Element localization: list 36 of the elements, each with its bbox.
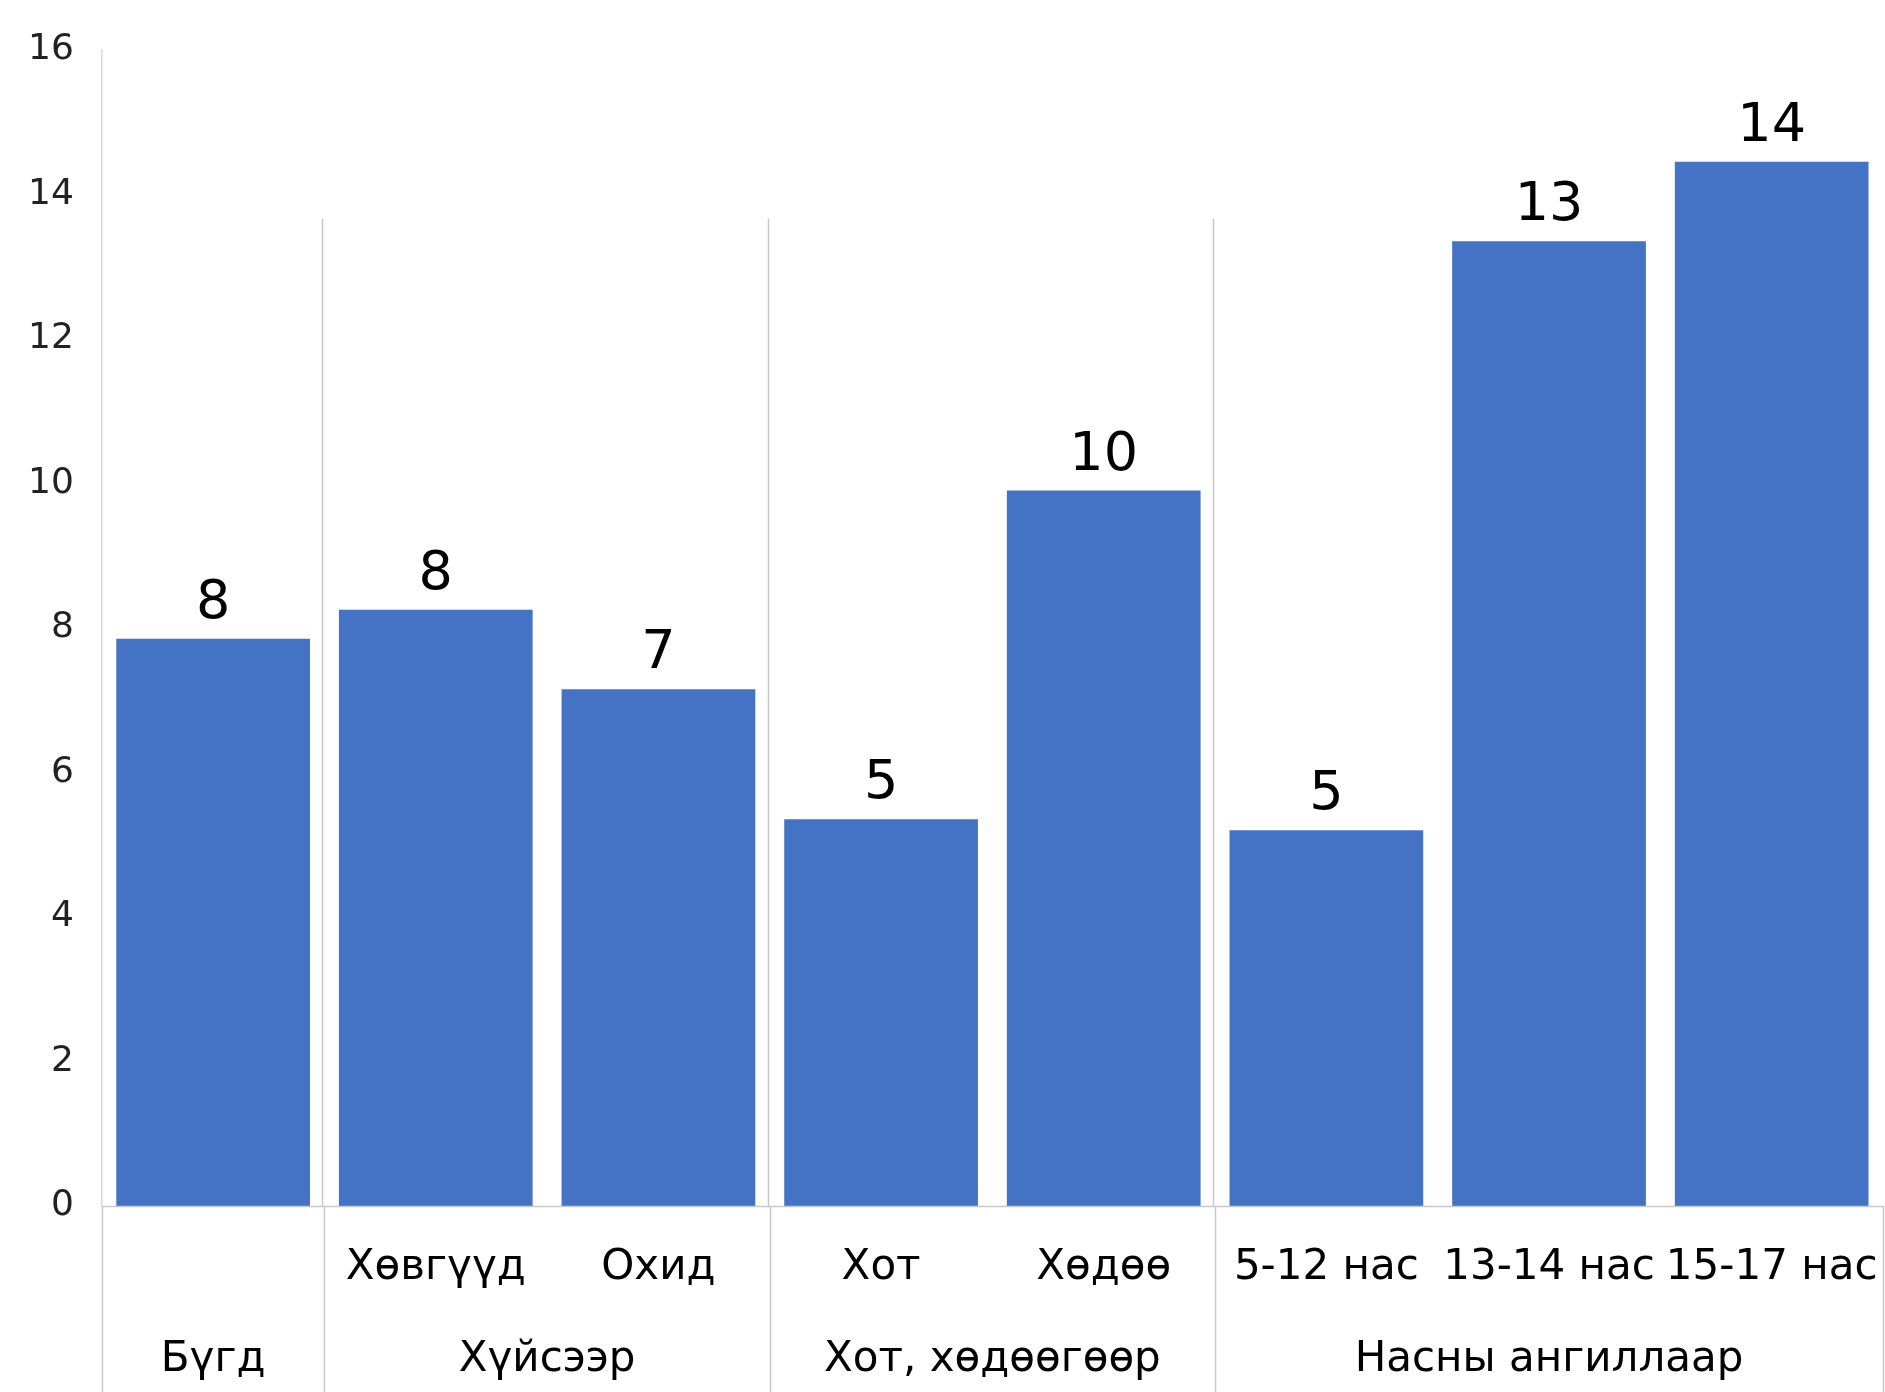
x-tick-label: Хот bbox=[841, 1239, 921, 1289]
data-label: 5 bbox=[1309, 759, 1344, 823]
x-tick-label: Охид bbox=[601, 1239, 716, 1289]
bar bbox=[1229, 830, 1424, 1206]
x-tick-label: 15-17 нас bbox=[1665, 1239, 1878, 1289]
text: Хот, хөдөөгөөр bbox=[824, 1331, 1161, 1381]
y-tick-label: 4 bbox=[50, 893, 74, 935]
y-tick-label: 16 bbox=[28, 25, 74, 67]
x-tick-label: 13-14 нас bbox=[1443, 1239, 1655, 1289]
data-label: 8 bbox=[418, 538, 453, 602]
data-label: 14 bbox=[1737, 90, 1807, 154]
y-tick-label: 0 bbox=[50, 1182, 74, 1224]
bar bbox=[338, 609, 533, 1206]
y-tick-label: 12 bbox=[28, 315, 74, 357]
x-tick-label: 5-12 нас bbox=[1233, 1239, 1419, 1289]
data-label: 13 bbox=[1514, 170, 1584, 234]
bar bbox=[1674, 161, 1869, 1206]
data-label: 7 bbox=[641, 618, 676, 682]
text: Хүйсээр bbox=[458, 1331, 636, 1381]
bar bbox=[1452, 241, 1646, 1206]
data-label: 5 bbox=[863, 748, 899, 812]
bar bbox=[784, 819, 978, 1206]
bar bbox=[1006, 490, 1201, 1206]
x-tick-label: Хөдөө bbox=[1036, 1239, 1172, 1289]
bar bbox=[561, 689, 756, 1206]
x-tick-label: Хөвгүүд bbox=[345, 1239, 526, 1289]
y-tick-label: 14 bbox=[28, 170, 74, 212]
y-tick-label: 6 bbox=[50, 748, 74, 790]
data-label: 8 bbox=[195, 567, 231, 631]
y-tick-label: 2 bbox=[50, 1037, 74, 1079]
data-label: 10 bbox=[1069, 419, 1139, 483]
text: Бүгд bbox=[160, 1331, 266, 1381]
bar bbox=[116, 638, 310, 1206]
y-tick-label: 8 bbox=[50, 604, 74, 646]
text: Насны ангиллаар bbox=[1354, 1331, 1744, 1381]
y-tick-label: 10 bbox=[28, 459, 74, 501]
